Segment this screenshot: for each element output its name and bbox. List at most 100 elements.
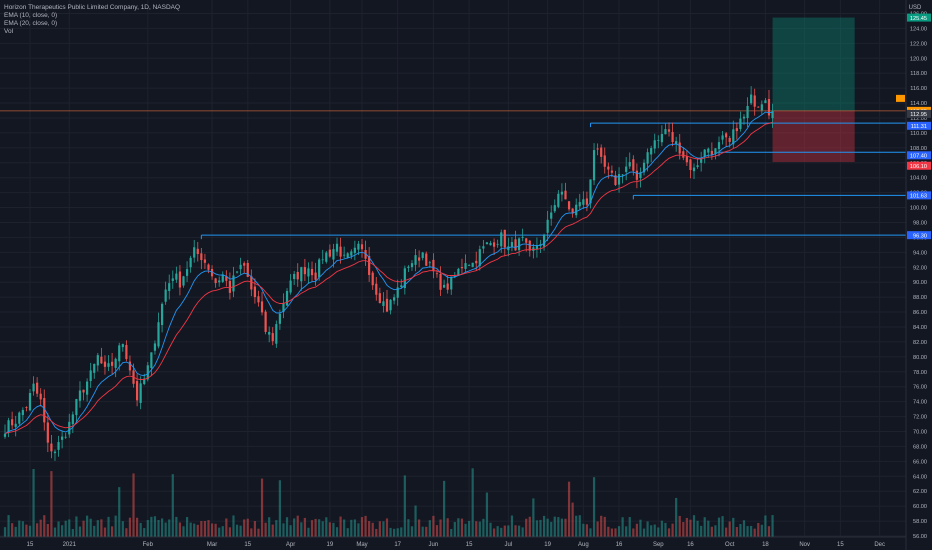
- loss-zone[interactable]: [772, 110, 855, 163]
- time-axis[interactable]: Dec 15 2021 Feb Mar 15 Apr 19 May 17 Jun 15 Jul 19 Aug…: [0, 536, 906, 548]
- candle-body: [378, 293, 381, 304]
- volume-bar: [535, 520, 539, 537]
- price-tag-box: [907, 151, 931, 160]
- candle-body: [168, 283, 171, 292]
- volume-bar: [214, 523, 217, 537]
- candle-body: [343, 254, 346, 256]
- volume-bar: [639, 519, 642, 537]
- candle-body: [71, 414, 74, 425]
- candle-body: [107, 363, 110, 367]
- price-tag-label: 111.31: [911, 124, 927, 130]
- candle-body: [428, 262, 431, 264]
- volume-bar: [107, 516, 110, 537]
- candle-body: [585, 198, 589, 205]
- candle-body: [750, 94, 753, 104]
- volume-bar: [210, 523, 214, 537]
- alert-marker[interactable]: [896, 94, 905, 102]
- volume-bar: [592, 477, 596, 537]
- horizontal-lines[interactable]: [200, 122, 906, 240]
- price-tick: 58.00: [913, 519, 927, 525]
- price-tick: 56.00: [913, 534, 927, 540]
- time-tick: Jul: [505, 542, 513, 548]
- volume-bar: [264, 522, 267, 537]
- price-tag-box: [907, 121, 931, 130]
- candle-body: [289, 280, 292, 293]
- candle-body: [325, 252, 328, 262]
- price-tag-label: 125.45: [910, 16, 927, 22]
- volume-bar: [614, 528, 617, 537]
- volume-bar: [453, 522, 456, 537]
- volume-bar: [564, 518, 567, 537]
- legend-ema20[interactable]: EMA (20, close, 0): [4, 20, 58, 27]
- price-tick: 94.00: [913, 250, 927, 256]
- volume-bar: [557, 517, 560, 537]
- chart-legend: Horizon Therapeutics Public Limited Comp…: [4, 4, 180, 36]
- profit-zone[interactable]: [772, 17, 855, 111]
- volume-bar: [742, 520, 746, 537]
- time-tick: Oct: [725, 542, 735, 548]
- candle-body: [25, 407, 28, 408]
- volume-bar: [385, 518, 389, 537]
- candle-body: [564, 190, 567, 200]
- candle-body: [396, 287, 399, 298]
- candle-body: [189, 257, 192, 268]
- price-tick: 62.00: [913, 489, 927, 495]
- price-tick: 116.00: [910, 86, 927, 92]
- candle-body: [200, 253, 203, 261]
- volume-bar: [746, 526, 749, 537]
- candle-body: [410, 263, 414, 268]
- volume-bar: [760, 524, 763, 537]
- legend-ema10[interactable]: EMA (10, close, 0): [4, 12, 58, 19]
- candle-body: [260, 301, 264, 313]
- candle-body: [617, 174, 621, 185]
- candle-body: [357, 243, 360, 250]
- price-tick: 84.00: [913, 325, 927, 331]
- candle-body: [560, 191, 564, 195]
- price-tag-box: [907, 109, 931, 118]
- candle-body: [510, 242, 514, 248]
- price-axis[interactable]: USD126.00124.00122.00120.00118.00116.001…: [905, 0, 932, 550]
- candle-body: [725, 133, 728, 138]
- price-tag-label: 112.95: [910, 112, 927, 118]
- candle-body: [310, 268, 314, 276]
- price-tag-label: 96.30: [913, 233, 927, 239]
- price-tag-label: 101.63: [910, 194, 927, 200]
- price-tick: 72.00: [913, 415, 927, 421]
- volume-bar: [178, 522, 182, 537]
- price-tag-label: 107.40: [910, 153, 927, 159]
- time-tick: 15: [837, 542, 844, 548]
- volume-bar: [725, 527, 728, 537]
- volume-bar: [46, 523, 49, 537]
- candle-body: [496, 243, 499, 245]
- legend-vol[interactable]: Vol: [4, 28, 14, 35]
- volume-bar: [478, 521, 481, 537]
- volume-bar: [507, 525, 510, 537]
- candle-body: [268, 331, 271, 335]
- candle-body: [185, 269, 189, 276]
- long-position-tool[interactable]: [0, 17, 906, 163]
- volume-bar: [246, 518, 249, 537]
- volume-bar: [757, 522, 760, 537]
- price-tick: 64.00: [913, 474, 927, 480]
- candle-body: [150, 352, 153, 368]
- candle-body: [46, 422, 49, 443]
- volume-bar: [232, 515, 235, 537]
- candle-body: [425, 253, 428, 266]
- price-tick: 86.00: [913, 310, 927, 316]
- candle-body: [610, 170, 613, 173]
- time-tick: Feb: [143, 542, 154, 548]
- volume-bar: [607, 526, 610, 537]
- volume-bar: [160, 518, 164, 537]
- volume-bars: [3, 468, 774, 537]
- candle-body: [457, 268, 460, 276]
- time-tick: Nov: [799, 542, 810, 548]
- candle-body: [657, 140, 660, 141]
- candle-body: [275, 324, 278, 344]
- volume-bar: [207, 520, 210, 537]
- candle-body: [567, 201, 571, 210]
- candle-body: [721, 135, 724, 140]
- volume-bar: [650, 525, 653, 537]
- candle-body: [82, 389, 85, 393]
- candle-body: [443, 284, 446, 288]
